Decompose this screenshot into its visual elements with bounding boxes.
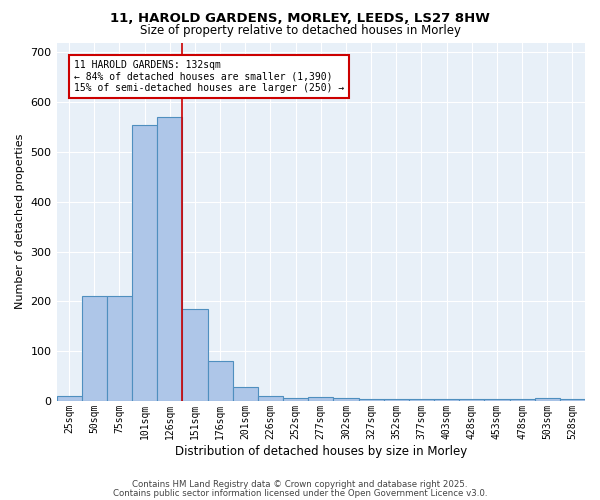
Text: 11, HAROLD GARDENS, MORLEY, LEEDS, LS27 8HW: 11, HAROLD GARDENS, MORLEY, LEEDS, LS27 … (110, 12, 490, 26)
Bar (359, 400, 383, 401)
Title: 11, HAROLD GARDENS, MORLEY, LEEDS, LS27 8HW
Size of property relative to detache: 11, HAROLD GARDENS, MORLEY, LEEDS, LS27 … (0, 499, 1, 500)
Bar (157, 117, 182, 401)
Bar (535, 398, 560, 401)
Bar (208, 361, 233, 401)
Bar (283, 398, 308, 401)
Bar (459, 400, 484, 401)
Bar (509, 400, 535, 401)
Bar (334, 398, 359, 401)
Bar (409, 400, 434, 401)
Bar (107, 296, 132, 401)
Text: Contains public sector information licensed under the Open Government Licence v3: Contains public sector information licen… (113, 488, 487, 498)
Bar (383, 400, 409, 401)
Bar (56, 396, 82, 401)
Bar (233, 387, 258, 401)
Y-axis label: Number of detached properties: Number of detached properties (15, 134, 25, 310)
Text: Size of property relative to detached houses in Morley: Size of property relative to detached ho… (139, 24, 461, 37)
Bar (484, 400, 509, 401)
Bar (258, 396, 283, 401)
X-axis label: Distribution of detached houses by size in Morley: Distribution of detached houses by size … (175, 444, 467, 458)
Bar (560, 400, 585, 401)
Bar (132, 124, 157, 401)
Bar (308, 397, 334, 401)
Bar (82, 296, 107, 401)
Text: Contains HM Land Registry data © Crown copyright and database right 2025.: Contains HM Land Registry data © Crown c… (132, 480, 468, 489)
Bar (434, 400, 459, 401)
Text: 11 HAROLD GARDENS: 132sqm
← 84% of detached houses are smaller (1,390)
15% of se: 11 HAROLD GARDENS: 132sqm ← 84% of detac… (74, 60, 344, 93)
Bar (182, 309, 208, 401)
